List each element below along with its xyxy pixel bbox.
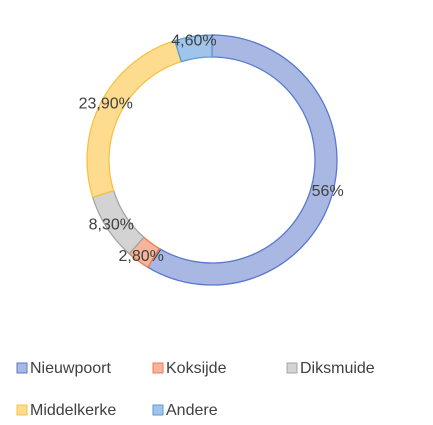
legend-label: Andere <box>166 402 218 419</box>
donut-slice <box>146 34 338 286</box>
data-label: 4,60% <box>171 33 216 50</box>
donut-slice <box>173 34 213 63</box>
legend-swatch <box>16 362 28 374</box>
legend-swatch <box>16 404 28 416</box>
legend-swatch <box>152 404 164 416</box>
data-label: 56% <box>312 183 344 200</box>
legend-label: Koksijde <box>166 360 227 377</box>
donut-slice <box>86 39 183 199</box>
legend-swatch <box>286 362 298 374</box>
legend-label: Diksmuide <box>300 360 375 377</box>
legend-swatch <box>152 362 164 374</box>
legend-label: Middelkerke <box>30 402 116 419</box>
legend-label: Nieuwpoort <box>30 360 111 377</box>
data-label: 8,30% <box>89 216 134 233</box>
data-label: 23,90% <box>79 95 133 112</box>
